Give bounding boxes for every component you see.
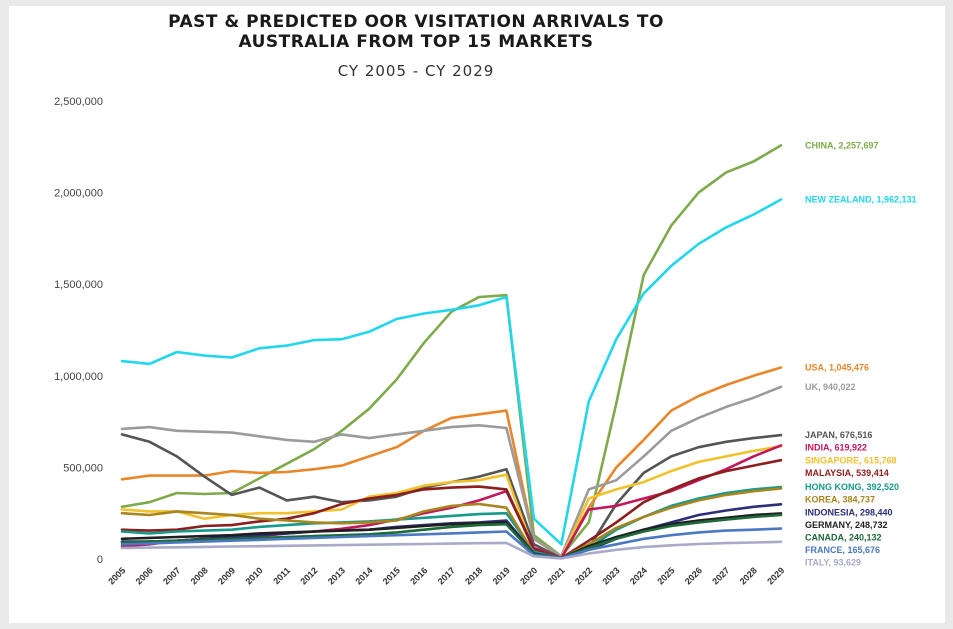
series-end-label-malaysia: MALAYSIA, 539,414	[805, 468, 889, 478]
x-tick-label: 2010	[243, 565, 264, 586]
x-tick-label: 2012	[298, 565, 319, 586]
y-tick-label: 1,000,000	[54, 371, 103, 383]
x-axis: 2005 2006 2007 2008 2009 2010 2011 2012 2013 2014…	[106, 565, 786, 586]
y-tick-label: 0	[97, 554, 103, 566]
chart-title-line-2: AUSTRALIA FROM TOP 15 MARKETS	[238, 32, 593, 52]
x-tick-label: 2013	[326, 565, 347, 586]
series-line-hong-kong	[120, 485, 783, 560]
x-tick-label: 2028	[738, 565, 759, 586]
x-tick-label: 2007	[161, 565, 182, 586]
chart-card: PAST & PREDICTED OOR VISITATION ARRIVALS…	[9, 6, 945, 623]
series-end-label-germany: GERMANY, 248,732	[805, 520, 888, 530]
x-tick-label: 2027	[710, 565, 731, 586]
series-line-china	[120, 144, 783, 558]
x-tick-label: 2023	[600, 565, 621, 586]
series-end-label-canada: CANADA, 240,132	[805, 533, 882, 543]
series-end-label-singapore: SINGAPORE, 615,768	[805, 455, 897, 465]
chart-subtitle: CY 2005 - CY 2029	[338, 62, 495, 80]
x-tick-label: 2020	[518, 565, 539, 586]
chart-title-line-1: PAST & PREDICTED OOR VISITATION ARRIVALS…	[168, 12, 664, 32]
y-tick-label: 500,000	[63, 462, 103, 474]
x-tick-label: 2008	[189, 565, 210, 586]
series-line-germany	[120, 512, 783, 560]
series-line-usa	[120, 366, 783, 559]
y-tick-label: 2,000,000	[54, 188, 103, 200]
series-line-new-zealand	[120, 198, 783, 546]
x-tick-label: 2018	[463, 565, 484, 586]
y-tick-label: 2,500,000	[54, 96, 103, 108]
series-end-label-hong-kong: HONG KONG, 392,520	[805, 482, 899, 492]
x-tick-label: 2005	[106, 565, 127, 586]
series-end-label-usa: USA, 1,045,476	[805, 363, 869, 373]
x-tick-label: 2025	[655, 565, 676, 586]
x-tick-label: 2029	[765, 565, 786, 586]
series-line-uk	[120, 385, 783, 558]
x-tick-label: 2016	[408, 565, 429, 586]
series-line-canada	[120, 513, 783, 560]
x-tick-label: 2011	[271, 565, 292, 586]
x-tick-label: 2017	[436, 565, 457, 586]
line-chart: PAST & PREDICTED OOR VISITATION ARRIVALS…	[54, 12, 917, 587]
series-end-label-uk: UK, 940,022	[805, 382, 856, 392]
x-tick-label: 2014	[353, 565, 374, 586]
series-end-label-china: CHINA, 2,257,697	[805, 140, 879, 150]
series-line-malaysia	[120, 458, 783, 560]
series-end-label-korea: KOREA, 384,737	[805, 495, 875, 505]
series-end-label-italy: ITALY, 93,629	[805, 558, 861, 568]
x-tick-label: 2021	[546, 565, 567, 586]
y-axis: 0 500,000 1,000,000 1,500,000 2,000,000 2,500…	[54, 96, 103, 566]
x-tick-label: 2024	[628, 565, 649, 586]
series-end-labels: CHINA, 2,257,697 NEW ZEALAND, 1,962,131 US…	[805, 140, 917, 567]
x-tick-label: 2015	[381, 565, 402, 586]
series-end-label-new-zealand: NEW ZEALAND, 1,962,131	[805, 195, 917, 205]
series-line-france	[120, 527, 783, 560]
series-end-label-france: FRANCE, 165,676	[805, 545, 880, 555]
y-tick-label: 1,500,000	[54, 279, 103, 291]
x-tick-label: 2006	[134, 565, 155, 586]
x-tick-label: 2022	[573, 565, 594, 586]
series-end-label-indonesia: INDONESIA, 298,440	[805, 507, 893, 517]
series-end-label-japan: JAPAN, 676,516	[805, 430, 872, 440]
x-tick-label: 2026	[683, 565, 704, 586]
series-line-italy	[120, 540, 783, 560]
x-tick-label: 2009	[216, 565, 237, 586]
x-tick-label: 2019	[491, 565, 512, 586]
series-end-label-india: INDIA, 619,922	[805, 443, 867, 453]
series-line-korea	[120, 487, 783, 560]
series-lines	[120, 144, 783, 560]
